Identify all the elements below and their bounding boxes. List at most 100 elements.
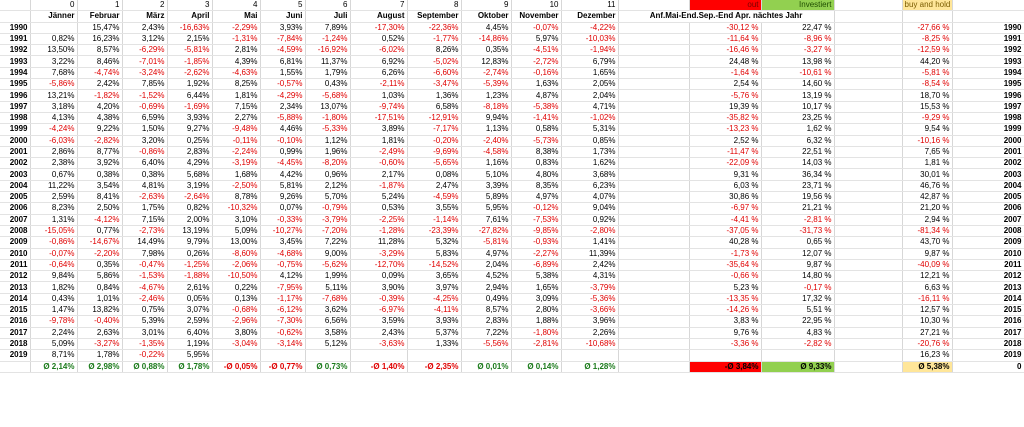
month-cell[interactable]: -22,36%	[407, 22, 462, 34]
buy-and-hold-cell[interactable]: 44,20 %	[902, 55, 953, 68]
month-cell[interactable]: -2,50%	[212, 180, 261, 193]
month-cell[interactable]: -2,74%	[461, 67, 512, 80]
month-cell[interactable]	[30, 22, 78, 34]
month-cell[interactable]: -2,06%	[212, 259, 261, 272]
month-cell[interactable]: 5,37%	[407, 327, 462, 339]
month-cell[interactable]: -9,74%	[350, 101, 408, 113]
month-cell[interactable]: -14,86%	[461, 33, 512, 46]
month-cell[interactable]: -10,03%	[561, 33, 619, 46]
out-cell[interactable]: -1,73 %	[689, 248, 762, 260]
avg-cell[interactable]: Ø 2,98%	[77, 360, 123, 373]
investiert-cell[interactable]: 22,51 %	[761, 146, 835, 159]
month-cell[interactable]: 5,86%	[77, 270, 123, 283]
month-cell[interactable]: -0,57%	[260, 78, 306, 91]
month-cell[interactable]: 8,78%	[212, 191, 261, 204]
month-cell[interactable]: 2,59%	[30, 191, 78, 204]
out-cell[interactable]: 3,83 %	[689, 315, 762, 328]
month-cell[interactable]: -0,16%	[511, 67, 562, 80]
month-cell[interactable]: 9,00%	[305, 248, 351, 260]
avg-cell[interactable]: Ø 0,14%	[511, 360, 562, 373]
month-cell[interactable]: -5,56%	[461, 338, 512, 351]
month-cell[interactable]: -4,68%	[260, 248, 306, 260]
month-cell[interactable]: 2,63%	[77, 327, 123, 339]
month-cell[interactable]: -4,45%	[260, 157, 306, 170]
month-cell[interactable]: -2,64%	[167, 191, 213, 204]
month-cell[interactable]: -1,94%	[561, 44, 619, 57]
month-cell[interactable]: 1,23%	[461, 89, 512, 102]
month-cell[interactable]: 2,04%	[561, 89, 619, 102]
month-cell[interactable]: 8,57%	[461, 304, 512, 317]
investiert-cell[interactable]: 6,32 %	[761, 135, 835, 147]
month-cell[interactable]: -9,48%	[212, 123, 261, 136]
buy-and-hold-cell[interactable]: 6,63 %	[902, 281, 953, 294]
investiert-cell[interactable]: 36,34 %	[761, 168, 835, 181]
month-cell[interactable]: 2,47%	[407, 180, 462, 193]
month-cell[interactable]: 6,79%	[561, 55, 619, 68]
investiert-cell[interactable]: 14,03 %	[761, 157, 835, 170]
investiert-cell[interactable]: 21,21 %	[761, 202, 835, 215]
month-cell[interactable]: 8,71%	[30, 349, 78, 362]
out-cell[interactable]: -37,05 %	[689, 225, 762, 238]
month-cell[interactable]: 2,12%	[305, 180, 351, 193]
out-cell[interactable]: -11,64 %	[689, 33, 762, 46]
month-cell[interactable]: -2,80%	[561, 225, 619, 238]
month-cell[interactable]: 0,96%	[305, 168, 351, 181]
out-cell[interactable]: -6,97 %	[689, 202, 762, 215]
month-cell[interactable]: 6,23%	[561, 180, 619, 193]
month-cell[interactable]: -0,12%	[511, 202, 562, 215]
buy-and-hold-cell[interactable]: -8,25 %	[902, 33, 953, 46]
month-cell[interactable]: 13,00%	[212, 236, 261, 249]
month-cell[interactable]: 5,10%	[461, 168, 512, 181]
month-cell[interactable]: 1,31%	[30, 214, 78, 226]
month-cell[interactable]: -5,81%	[167, 44, 213, 57]
month-cell[interactable]	[407, 349, 462, 362]
buy-and-hold-cell[interactable]: 1,81 %	[902, 157, 953, 170]
month-cell[interactable]: 5,09%	[212, 225, 261, 238]
out-cell[interactable]: -5,76 %	[689, 89, 762, 102]
month-cell[interactable]: 3,45%	[260, 236, 306, 249]
month-cell[interactable]: -1,24%	[305, 33, 351, 46]
month-cell[interactable]: 2,34%	[260, 101, 306, 113]
out-cell[interactable]: -13,35 %	[689, 293, 762, 306]
month-cell[interactable]: -2,25%	[350, 214, 408, 226]
month-cell[interactable]: 4,38%	[77, 112, 123, 125]
month-cell[interactable]: -12,91%	[407, 112, 462, 125]
month-cell[interactable]: 15,47%	[77, 22, 123, 34]
buy-and-hold-cell[interactable]: 9,87 %	[902, 248, 953, 260]
buy-and-hold-cell[interactable]: 43,70 %	[902, 236, 953, 249]
month-cell[interactable]: 7,89%	[305, 22, 351, 34]
avg-cell[interactable]: -Ø 0,77%	[260, 360, 306, 373]
month-cell[interactable]: 4,46%	[260, 123, 306, 136]
month-cell[interactable]: 8,77%	[77, 146, 123, 159]
month-cell[interactable]: 5,11%	[305, 281, 351, 294]
month-cell[interactable]: 1,47%	[30, 304, 78, 317]
month-cell[interactable]: 9,26%	[260, 191, 306, 204]
month-cell[interactable]: -2,29%	[212, 22, 261, 34]
month-cell[interactable]: 3,20%	[122, 135, 168, 147]
buy-and-hold-cell[interactable]: 10,30 %	[902, 315, 953, 328]
buy-and-hold-cell[interactable]: -16,11 %	[902, 293, 953, 306]
month-cell[interactable]: 2,38%	[30, 157, 78, 170]
month-cell[interactable]: -6,89%	[511, 259, 562, 272]
month-cell[interactable]: 11,39%	[561, 248, 619, 260]
month-cell[interactable]: -10,32%	[212, 202, 261, 215]
month-cell[interactable]: 8,38%	[511, 146, 562, 159]
month-cell[interactable]: 1,75%	[122, 202, 168, 215]
month-cell[interactable]: -2,62%	[167, 67, 213, 80]
month-cell[interactable]: 3,12%	[122, 33, 168, 46]
investiert-cell[interactable]: 13,98 %	[761, 55, 835, 68]
month-cell[interactable]: -1,25%	[167, 259, 213, 272]
month-cell[interactable]: -5,88%	[260, 112, 306, 125]
month-cell[interactable]: -0,11%	[212, 135, 261, 147]
buy-and-hold-cell[interactable]: -8,54 %	[902, 78, 953, 91]
buy-and-hold-cell[interactable]: 46,76 %	[902, 180, 953, 193]
month-cell[interactable]: 5,89%	[461, 191, 512, 204]
month-cell[interactable]: 1,55%	[260, 67, 306, 80]
month-cell[interactable]: 6,26%	[350, 67, 408, 80]
buy-and-hold-cell[interactable]: 7,65 %	[902, 146, 953, 159]
month-cell[interactable]: -3,66%	[561, 304, 619, 317]
out-cell[interactable]: 6,03 %	[689, 180, 762, 193]
month-cell[interactable]: -6,03%	[30, 135, 78, 147]
month-cell[interactable]: -6,29%	[122, 44, 168, 57]
investiert-cell[interactable]: 1,62 %	[761, 123, 835, 136]
